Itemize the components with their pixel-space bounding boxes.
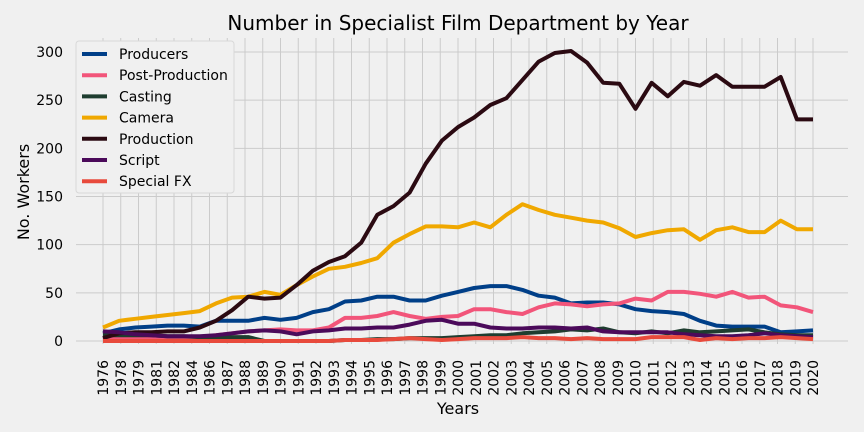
x-tick-label: 1996 <box>380 360 396 396</box>
x-tick-label: 2001 <box>469 360 485 396</box>
legend-label-casting: Casting <box>119 89 172 105</box>
legend-label-producers: Producers <box>119 47 188 63</box>
x-tick-label: 1987 <box>220 360 236 396</box>
x-tick-label: 2013 <box>682 360 698 396</box>
x-tick-label: 2007 <box>575 360 591 396</box>
chart-title: Number in Specialist Film Department by … <box>227 11 689 35</box>
series-line-script <box>102 317 814 340</box>
legend-box <box>75 40 235 194</box>
series-line-special-fx <box>103 335 814 343</box>
x-axis-title: Years <box>436 399 479 418</box>
x-tick-label: 2006 <box>558 360 574 396</box>
x-tick-label: 2000 <box>451 360 467 396</box>
x-tick-label: 1992 <box>309 360 325 396</box>
legend-label-production: Production <box>119 132 193 148</box>
y-tick-label: 300 <box>36 45 63 61</box>
series-line-production <box>102 49 813 341</box>
x-tick-label: 2011 <box>646 360 662 396</box>
y-tick-label: 250 <box>36 93 63 109</box>
x-tick-label: 2014 <box>700 360 716 396</box>
x-tick-label: 1991 <box>291 360 307 396</box>
x-tick-label: 1998 <box>416 360 432 396</box>
x-tick-label: 2017 <box>753 360 769 396</box>
x-tick-label: 1993 <box>327 360 343 396</box>
legend: Producers Post-Production Casting Camera Pro… <box>75 40 235 194</box>
x-tick-label: 2012 <box>664 360 680 396</box>
y-tick-label: 100 <box>36 238 63 254</box>
x-tick-label: 2005 <box>540 360 556 396</box>
x-tick-label: 2015 <box>717 360 733 396</box>
y-tick-label: 50 <box>45 286 63 302</box>
x-tick-label: 1989 <box>256 360 272 396</box>
x-tick-label: 1978 <box>114 360 130 396</box>
x-tick-label: 1981 <box>149 360 165 396</box>
series-line-producers <box>102 284 814 336</box>
x-tick-label: 1988 <box>238 360 254 396</box>
series-line-camera <box>102 202 813 330</box>
x-tick-label: 1986 <box>203 360 219 396</box>
legend-label-script: Script <box>119 153 160 169</box>
x-tick-label: 1994 <box>345 360 361 396</box>
legend-label-post-production: Post-Production <box>119 68 228 84</box>
x-tick-label: 2003 <box>504 360 520 396</box>
legend-label-special-fx: Special FX <box>119 174 192 190</box>
x-tick-label: 2016 <box>735 360 751 396</box>
series-lines <box>102 49 814 343</box>
x-tick-label: 1995 <box>362 360 378 396</box>
x-tick-labels: 1976 1978 1979 1981 1982 1984 1986 1987 1988 1989… <box>96 360 822 396</box>
x-tick-label: 2008 <box>593 360 609 396</box>
legend-label-camera: Camera <box>119 111 174 127</box>
y-tick-label: 0 <box>54 334 63 350</box>
y-axis-title: No. Workers <box>14 144 33 240</box>
x-tick-label: 2020 <box>806 360 822 396</box>
x-tick-label: 2010 <box>629 360 645 396</box>
x-tick-label: 1982 <box>167 360 183 396</box>
x-tick-label: 2009 <box>611 360 627 396</box>
y-tick-label: 200 <box>36 141 63 157</box>
y-tick-labels: 0 50 100 150 200 250 300 <box>36 45 63 350</box>
x-tick-label: 1976 <box>96 360 112 396</box>
x-tick-label: 2002 <box>487 360 503 396</box>
x-tick-label: 2018 <box>771 360 787 396</box>
x-tick-label: 2004 <box>522 360 538 396</box>
y-tick-label: 150 <box>36 190 63 206</box>
x-tick-label: 1979 <box>132 360 148 396</box>
x-tick-label: 1997 <box>398 360 414 396</box>
x-tick-label: 1984 <box>185 360 201 396</box>
x-tick-label: 1990 <box>274 360 290 396</box>
x-tick-label: 1999 <box>433 360 449 396</box>
x-tick-label: 2019 <box>788 360 804 396</box>
